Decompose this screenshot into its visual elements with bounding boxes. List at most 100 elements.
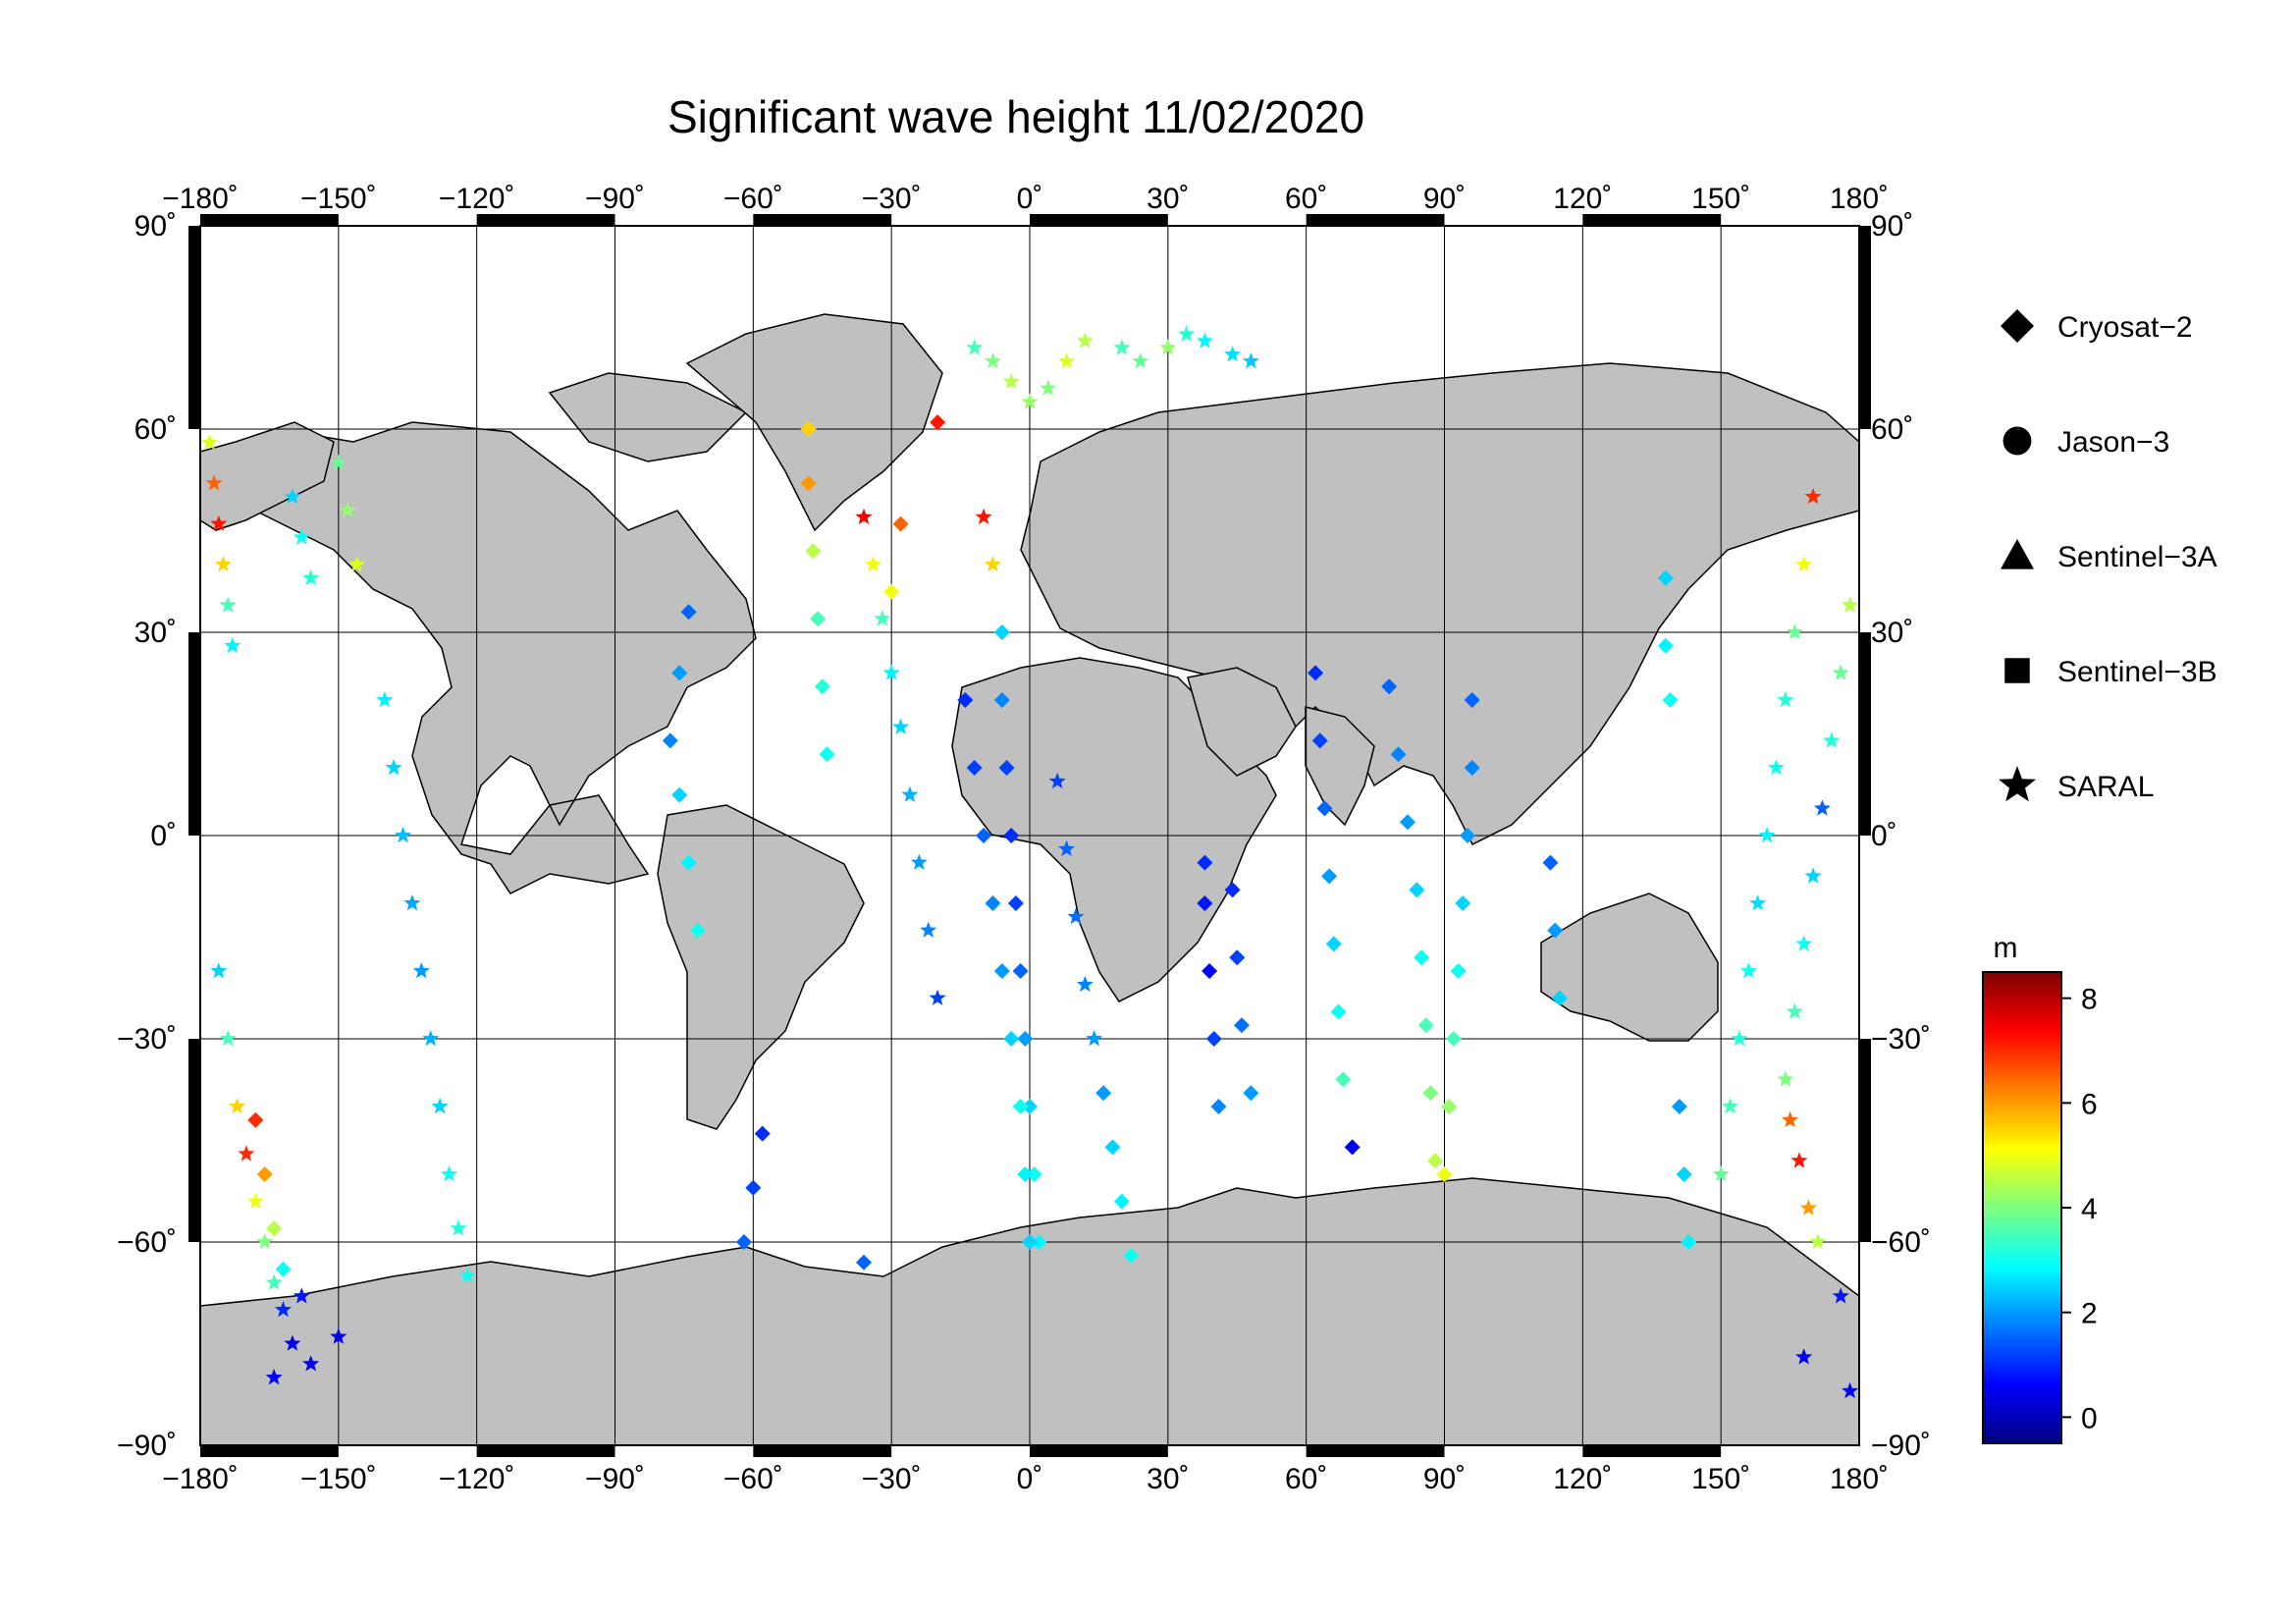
data-point-star — [256, 1233, 274, 1250]
square-icon — [2004, 658, 2030, 683]
colorbar-tick-label: 0 — [2081, 1402, 2098, 1434]
frame-bar-top — [1306, 214, 1445, 226]
data-point-star — [1159, 339, 1177, 355]
data-point-diamond — [985, 895, 1001, 911]
lat-tick-label: −90˚ — [117, 1430, 177, 1462]
land-alaska — [200, 421, 335, 531]
lat-labels-right: 90˚ 60˚ 30˚ 0˚ −30˚ −60˚ −90˚ — [1871, 210, 1931, 1462]
lon-tick-label: 120˚ — [1553, 183, 1612, 215]
data-point-star — [339, 501, 356, 518]
data-point-star — [302, 1355, 320, 1372]
lat-tick-label: 90˚ — [1871, 210, 1913, 243]
data-point-star — [1113, 339, 1131, 355]
data-point-star — [219, 1030, 237, 1047]
lat-tick-label: 30˚ — [134, 617, 177, 649]
data-point-diamond — [1224, 882, 1241, 898]
lon-tick-label: −150˚ — [300, 183, 377, 215]
data-point-diamond — [1427, 1153, 1444, 1169]
data-point-star — [1795, 935, 1813, 951]
data-point-star — [440, 1165, 458, 1182]
data-point-star — [1758, 827, 1776, 843]
data-point-diamond — [1104, 1139, 1121, 1156]
lon-tick-label: −180˚ — [162, 183, 239, 215]
data-point-diamond — [814, 678, 830, 695]
data-point-star — [246, 1192, 264, 1209]
data-point-diamond — [1095, 1085, 1112, 1102]
diamond-icon — [2001, 309, 2034, 343]
data-point-star — [1722, 1098, 1739, 1114]
lon-tick-label: 30˚ — [1147, 183, 1189, 215]
lat-tick-label: 30˚ — [1871, 617, 1913, 649]
data-point-star — [882, 664, 900, 680]
lon-tick-label: −90˚ — [585, 183, 645, 215]
data-point-diamond — [1330, 1003, 1347, 1020]
data-point-star — [984, 352, 1001, 369]
lat-tick-label: 60˚ — [134, 413, 177, 446]
data-point-diamond — [1022, 1234, 1038, 1250]
data-point-star — [1040, 379, 1057, 396]
data-point-star — [214, 556, 232, 572]
data-point-diamond — [1308, 665, 1324, 681]
lon-tick-label: −120˚ — [439, 183, 515, 215]
legend-label: Sentinel−3B — [2057, 656, 2217, 688]
data-point-diamond — [735, 1234, 752, 1250]
data-point-diamond — [966, 760, 983, 776]
data-point-star — [984, 556, 1001, 572]
data-point-diamond — [1381, 678, 1398, 695]
lon-tick-label: 0˚ — [1017, 1463, 1043, 1495]
colorbar-tick-label: 6 — [2081, 1088, 2098, 1120]
data-point-diamond — [671, 665, 688, 681]
data-point-star — [229, 1098, 246, 1114]
land-north-america — [235, 421, 757, 894]
frame-bar-right — [1859, 226, 1871, 429]
legend-label: Jason−3 — [2057, 426, 2169, 459]
data-point-diamond — [680, 604, 697, 621]
lon-tick-label: 30˚ — [1147, 1463, 1189, 1495]
lat-tick-label: 0˚ — [1871, 820, 1897, 852]
lon-tick-label: 150˚ — [1691, 183, 1750, 215]
data-point-star — [1786, 623, 1803, 640]
data-point-diamond — [1414, 949, 1430, 966]
lon-tick-label: 180˚ — [1830, 183, 1889, 215]
data-point-diamond — [1325, 936, 1342, 952]
data-point-star — [1739, 962, 1757, 979]
data-point-diamond — [1445, 1031, 1462, 1047]
data-point-diamond — [1007, 895, 1024, 911]
frame-bar-bottom — [1582, 1445, 1722, 1457]
data-point-diamond — [1671, 1099, 1687, 1114]
data-point-star — [210, 514, 228, 531]
data-point-star — [1799, 1199, 1817, 1216]
data-point-diamond — [680, 854, 697, 871]
data-point-star — [302, 568, 320, 586]
data-layer — [200, 325, 1859, 1399]
lon-tick-label: −150˚ — [300, 1463, 377, 1495]
data-point-star — [1795, 1348, 1813, 1365]
lon-labels-top: −180˚ −150˚ −120˚ −90˚ −60˚ −30˚ 0˚ 30˚ 60˚ 90˚ 12… — [162, 183, 1889, 215]
frame-bar-bottom — [1030, 1445, 1168, 1457]
data-point-star — [1058, 839, 1076, 857]
lon-labels-bottom: −180˚ −150˚ −120˚ −90˚ −60˚ −30˚ 0˚ 30˚ 60˚ 90˚ 12… — [162, 1463, 1889, 1495]
colorbar-tick-label: 2 — [2081, 1298, 2098, 1330]
lat-tick-label: −30˚ — [117, 1023, 177, 1055]
frame-bar-left — [188, 1039, 200, 1242]
lon-tick-label: −60˚ — [723, 183, 783, 215]
data-point-diamond — [1311, 732, 1328, 749]
data-point-diamond — [1197, 854, 1213, 871]
data-point-diamond — [275, 1261, 292, 1277]
data-point-star — [1058, 352, 1076, 369]
land-australia — [1540, 893, 1719, 1042]
data-point-star — [330, 454, 347, 470]
data-point-diamond — [805, 543, 822, 560]
data-point-star — [1809, 1233, 1827, 1250]
data-point-star — [1842, 596, 1859, 613]
lon-tick-label: −180˚ — [162, 1463, 239, 1495]
data-point-diamond — [1464, 692, 1480, 708]
data-point-diamond — [810, 611, 827, 627]
data-point-diamond — [1409, 882, 1425, 898]
data-point-star — [265, 1273, 283, 1290]
data-point-star — [200, 433, 218, 451]
data-point-star — [450, 1219, 467, 1236]
data-point-diamond — [892, 515, 909, 532]
data-point-diamond — [1229, 949, 1246, 966]
data-point-diamond — [819, 746, 835, 763]
